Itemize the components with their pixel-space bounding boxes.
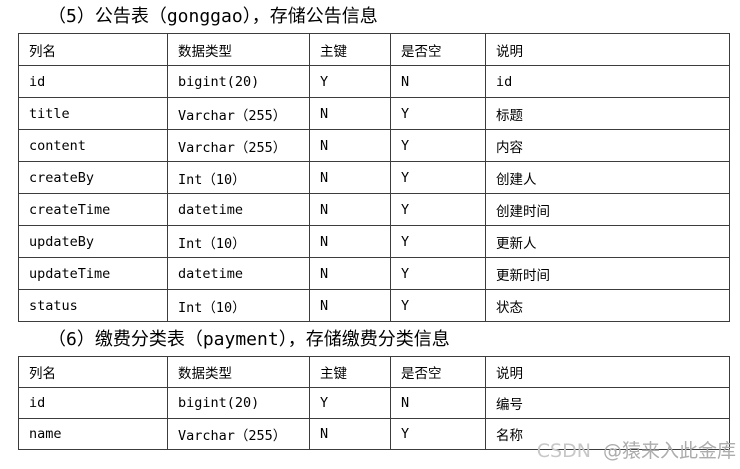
table-cell: Y xyxy=(390,161,486,194)
column-header: 数据类型 xyxy=(167,33,310,66)
table-cell: Varchar（255） xyxy=(167,418,310,450)
column-header: 主键 xyxy=(309,356,391,388)
table-cell: N xyxy=(309,257,391,290)
table-cell: updateTime xyxy=(18,257,168,290)
column-header: 是否空 xyxy=(390,356,486,388)
table-cell: datetime xyxy=(167,193,310,226)
table-cell: bigint(20) xyxy=(167,65,310,98)
column-header: 主键 xyxy=(309,33,391,66)
header-row: 列名 数据类型 主键 是否空 说明 xyxy=(18,356,730,388)
table-cell: N xyxy=(309,97,391,130)
table-cell: Y xyxy=(390,129,486,162)
table-cell: id xyxy=(18,387,168,419)
table-row: createTime datetime N Y 创建时间 xyxy=(18,193,730,226)
table-cell: Y xyxy=(390,418,486,450)
table-cell: Y xyxy=(390,97,486,130)
table-cell: N xyxy=(309,225,391,258)
table-row: createBy Int（10） N Y 创建人 xyxy=(18,161,730,194)
table-cell: Y xyxy=(390,225,486,258)
table-cell: name xyxy=(18,418,168,450)
document-page: （5）公告表（gonggao），存储公告信息 列名 数据类型 主键 是否空 说明 id bi… xyxy=(0,4,740,450)
table-cell: N xyxy=(309,193,391,226)
table-cell: createBy xyxy=(18,161,168,194)
column-header: 列名 xyxy=(18,33,168,66)
table-cell: N xyxy=(390,387,486,419)
table-cell: status xyxy=(18,289,168,322)
table-cell: 更新人 xyxy=(485,225,730,258)
table-cell: content xyxy=(18,129,168,162)
table-cell: title xyxy=(18,97,168,130)
table-row: title Varchar（255） N Y 标题 xyxy=(18,97,730,130)
table-cell: 内容 xyxy=(485,129,730,162)
table-cell: Y xyxy=(309,387,391,419)
table-cell: bigint(20) xyxy=(167,387,310,419)
table-cell: N xyxy=(309,129,391,162)
table-cell: 状态 xyxy=(485,289,730,322)
table-cell: datetime xyxy=(167,257,310,290)
table-cell: 创建时间 xyxy=(485,193,730,226)
column-header: 说明 xyxy=(485,356,730,388)
payment-table: 列名 数据类型 主键 是否空 说明 id bigint(20) Y N 编号 name Varchar… xyxy=(18,356,730,450)
table-cell: N xyxy=(390,65,486,98)
table-cell: Varchar（255） xyxy=(167,97,310,130)
table-cell: N xyxy=(309,161,391,194)
column-header: 说明 xyxy=(485,33,730,66)
table-cell: 编号 xyxy=(485,387,730,419)
table-cell: 创建人 xyxy=(485,161,730,194)
section-heading-payment: （6）缴费分类表（payment），存储缴费分类信息 xyxy=(48,329,450,350)
column-header: 列名 xyxy=(18,356,168,388)
table-cell: id xyxy=(18,65,168,98)
table-cell: updateBy xyxy=(18,225,168,258)
header-row: 列名 数据类型 主键 是否空 说明 xyxy=(18,33,730,66)
table-cell: 名称 xyxy=(485,418,730,450)
table-cell: Y xyxy=(390,257,486,290)
table-cell: Int（10） xyxy=(167,161,310,194)
column-header: 是否空 xyxy=(390,33,486,66)
table-cell: N xyxy=(309,418,391,450)
table-row: content Varchar（255） N Y 内容 xyxy=(18,129,730,162)
table-row: updateBy Int（10） N Y 更新人 xyxy=(18,225,730,258)
column-header: 数据类型 xyxy=(167,356,310,388)
table-cell: createTime xyxy=(18,193,168,226)
table-cell: Y xyxy=(390,193,486,226)
table-cell: Y xyxy=(309,65,391,98)
table-cell: Int（10） xyxy=(167,289,310,322)
table-cell: N xyxy=(309,289,391,322)
table-cell: Varchar（255） xyxy=(167,129,310,162)
table-cell: 更新时间 xyxy=(485,257,730,290)
section-heading-gonggao: （5）公告表（gonggao），存储公告信息 xyxy=(48,6,378,27)
table-row: updateTime datetime N Y 更新时间 xyxy=(18,257,730,290)
table-row: id bigint(20) Y N 编号 xyxy=(18,387,730,419)
table-cell: 标题 xyxy=(485,97,730,130)
table-cell: Y xyxy=(390,289,486,322)
table-cell: id xyxy=(485,65,730,98)
table-cell: Int（10） xyxy=(167,225,310,258)
table-row: name Varchar（255） N Y 名称 xyxy=(18,418,730,450)
table-row: status Int（10） N Y 状态 xyxy=(18,289,730,322)
